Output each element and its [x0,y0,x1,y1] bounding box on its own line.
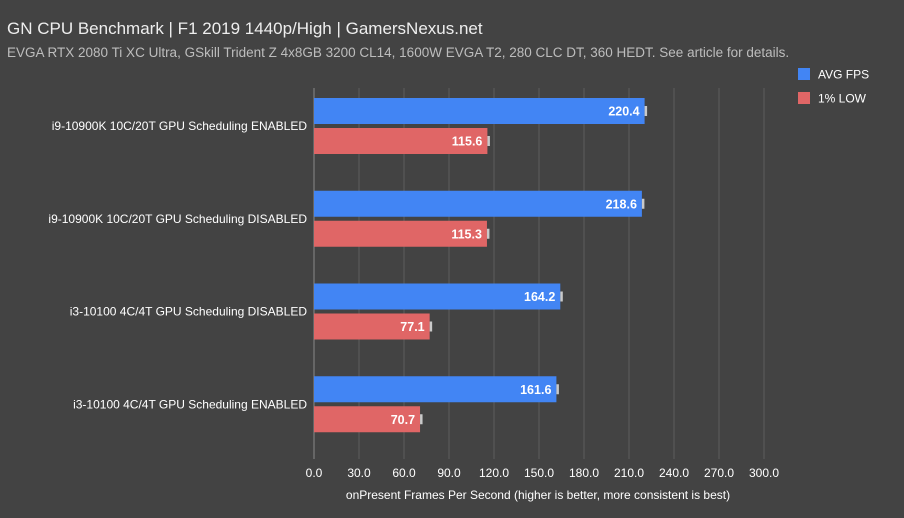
bar-value-label: 115.6 [452,135,483,149]
error-bar [560,291,563,302]
bar-value-label: 161.6 [520,383,551,397]
bar [314,128,488,154]
error-bar [644,106,648,116]
category-label: i9-10900K 10C/20T GPU Scheduling ENABLED [52,119,308,133]
bar-value-label: 77.1 [400,320,424,334]
error-bar [641,198,645,209]
legend-label: 1% LOW [818,92,867,106]
x-tick-label: 210.0 [614,466,644,480]
bar [314,220,487,247]
legend-swatch [798,92,810,104]
bar [314,406,421,433]
x-tick-label: 270.0 [704,466,734,480]
x-tick-label: 30.0 [347,466,371,480]
x-tick-label: 150.0 [524,466,554,480]
x-tick-labels: 0.0 30.0 60.0 90.0 120.0 150.0 180.0 210.0 240.0… [306,466,780,480]
error-bar [486,228,490,239]
bar [314,283,561,310]
bar-value-label: 220.4 [608,105,639,119]
x-tick-label: 60.0 [392,466,416,480]
x-tick-label: 240.0 [659,466,689,480]
bar [314,313,430,340]
category-label: i3-10100 4C/4T GPU Scheduling DISABLED [70,305,308,319]
x-tick-label: 300.0 [749,466,779,480]
chart-title: GN CPU Benchmark | F1 2019 1440p/High | … [7,19,483,38]
error-bar [420,414,423,425]
bar-value-label: 70.7 [391,413,415,427]
bar-value-label: 115.3 [451,227,482,241]
x-axis-title: onPresent Frames Per Second (higher is b… [346,488,730,502]
bar [314,376,557,403]
category-labels: i9-10900K 10C/20T GPU Scheduling ENABLED… [48,119,307,411]
error-bar [429,321,433,332]
legend-label: AVG FPS [818,68,869,82]
bar [314,190,642,217]
x-tick-label: 90.0 [437,466,461,480]
x-tick-label: 120.0 [479,466,509,480]
category-label: i9-10900K 10C/20T GPU Scheduling DISABLE… [48,212,307,226]
error-bar [556,384,559,395]
bar-value-label: 164.2 [524,290,555,304]
bars: 220.4 115.6 218.6 115.3 164.2 77.1 161.6 70.7 [314,98,648,433]
chart-subtitle: EVGA RTX 2080 Ti XC Ultra, GSkill Triden… [7,45,789,60]
x-tick-label: 180.0 [569,466,599,480]
bar-value-label: 218.6 [606,197,637,211]
bar [314,98,645,124]
x-tick-label: 0.0 [306,466,323,480]
error-bar [487,136,490,146]
legend-swatch [798,68,810,80]
legend: AVG FPS 1% LOW [798,68,869,106]
category-label: i3-10100 4C/4T GPU Scheduling ENABLED [73,397,307,411]
